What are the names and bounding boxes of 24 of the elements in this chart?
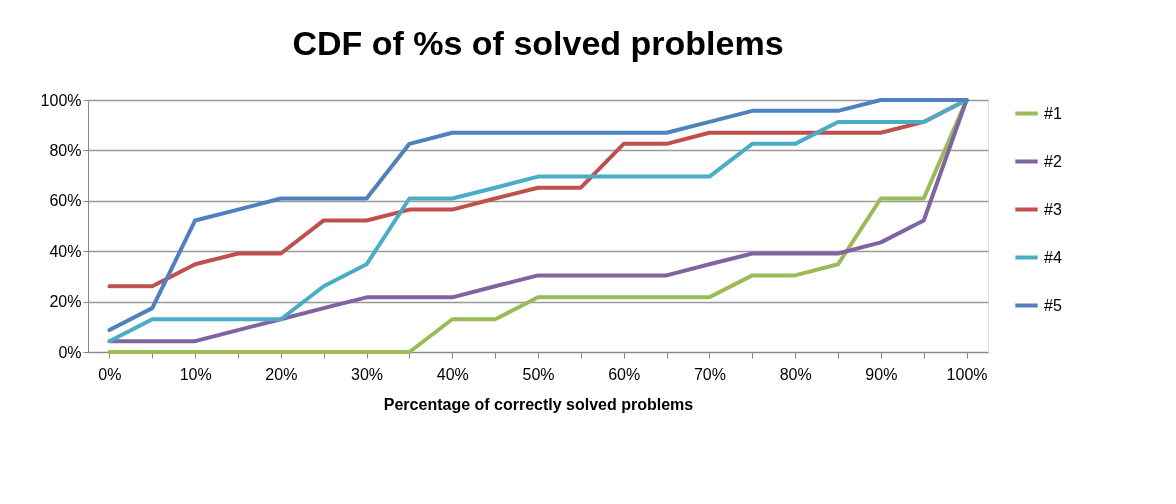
x-tick-label: 80% bbox=[779, 365, 812, 383]
y-tick-label: 60% bbox=[49, 192, 82, 210]
y-tick-label: 20% bbox=[49, 293, 82, 311]
legend-label: #5 bbox=[1044, 296, 1062, 314]
y-tick-label: 100% bbox=[40, 91, 82, 109]
y-tick-label: 0% bbox=[58, 343, 82, 361]
x-tick-label: 60% bbox=[608, 365, 641, 383]
y-tick-label: 40% bbox=[49, 242, 82, 260]
y-tick-label: 80% bbox=[49, 141, 82, 159]
x-tick-label: 50% bbox=[522, 365, 555, 383]
x-tick-label: 10% bbox=[179, 365, 212, 383]
legend-label: #2 bbox=[1044, 152, 1062, 170]
x-tick-label: 0% bbox=[98, 365, 122, 383]
legend-label: #4 bbox=[1044, 248, 1062, 266]
legend-label: #3 bbox=[1044, 200, 1062, 218]
x-tick-label: 70% bbox=[693, 365, 726, 383]
legend-label: #1 bbox=[1044, 104, 1062, 122]
x-tick-label: 30% bbox=[351, 365, 384, 383]
x-tick-label: 100% bbox=[946, 365, 988, 383]
x-tick-label: 90% bbox=[865, 365, 898, 383]
x-tick-label: 40% bbox=[436, 365, 469, 383]
x-tick-label: 20% bbox=[265, 365, 298, 383]
x-axis-title: Percentage of correctly solved problems bbox=[383, 395, 694, 413]
chart-title: CDF of %s of solved problems bbox=[292, 24, 784, 62]
